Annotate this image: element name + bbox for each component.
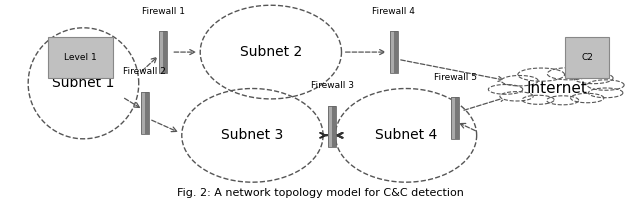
Polygon shape — [500, 92, 533, 101]
Bar — [390, 31, 397, 73]
Polygon shape — [571, 93, 604, 103]
Text: Firewall 2: Firewall 2 — [124, 67, 166, 76]
Bar — [455, 97, 459, 139]
Text: Firewall 1: Firewall 1 — [142, 7, 185, 16]
Bar — [159, 31, 163, 73]
Text: Internet: Internet — [526, 81, 587, 96]
Bar — [141, 92, 149, 134]
Bar — [145, 92, 149, 134]
Bar — [141, 92, 145, 134]
Bar — [163, 31, 167, 73]
Polygon shape — [501, 75, 538, 86]
Bar — [332, 106, 336, 148]
Text: Firewall 3: Firewall 3 — [311, 81, 354, 90]
Bar — [328, 106, 332, 148]
Text: Firewall 5: Firewall 5 — [434, 73, 477, 82]
Text: Subnet 2: Subnet 2 — [240, 45, 302, 59]
Text: Subnet 3: Subnet 3 — [221, 128, 284, 142]
Text: Level 1: Level 1 — [64, 53, 97, 62]
Bar — [451, 97, 455, 139]
Polygon shape — [589, 88, 623, 98]
Polygon shape — [588, 80, 624, 90]
Bar — [451, 97, 459, 139]
Bar — [390, 31, 394, 73]
Text: Subnet 4: Subnet 4 — [375, 128, 437, 142]
Text: Firewall 4: Firewall 4 — [372, 7, 415, 16]
Text: Fig. 2: A network topology model for C&C detection: Fig. 2: A network topology model for C&C… — [177, 188, 463, 198]
Polygon shape — [547, 96, 579, 105]
Bar — [394, 31, 397, 73]
Text: C2: C2 — [581, 53, 593, 62]
Polygon shape — [547, 68, 590, 80]
Text: Subnet 1: Subnet 1 — [52, 76, 115, 90]
Polygon shape — [518, 68, 564, 81]
Polygon shape — [488, 84, 523, 94]
Polygon shape — [522, 95, 554, 104]
Bar — [159, 31, 167, 73]
Bar — [328, 106, 336, 148]
Polygon shape — [573, 73, 613, 84]
